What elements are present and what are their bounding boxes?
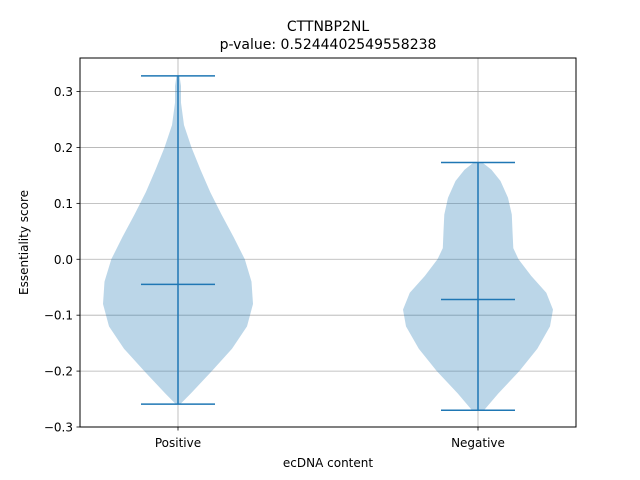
y-tick-label: −0.1 <box>44 309 73 323</box>
axes-layer: −0.3 −0.2 −0.1 0.0 0.1 0.2 0.3 Positive Negative <box>44 85 505 450</box>
y-tick-label: 0.3 <box>54 85 73 99</box>
y-axis-label: Essentiality score <box>17 190 31 295</box>
y-tick-label: 0.1 <box>54 197 73 211</box>
violin-layer <box>103 75 553 411</box>
y-tick-label: −0.3 <box>44 421 73 435</box>
y-tick-label: 0.0 <box>54 253 73 267</box>
x-tick-label: Negative <box>451 436 505 450</box>
plot-frame <box>79 57 577 428</box>
y-tick-label: −0.2 <box>44 365 73 379</box>
chart-title: CTTNBP2NL <box>287 19 370 35</box>
x-tick-label: Positive <box>155 436 201 450</box>
chart-subtitle: p-value: 0.5244402549558238 <box>220 37 437 53</box>
y-tick-label: 0.2 <box>54 141 73 155</box>
x-axis-label: ecDNA content <box>283 456 373 470</box>
